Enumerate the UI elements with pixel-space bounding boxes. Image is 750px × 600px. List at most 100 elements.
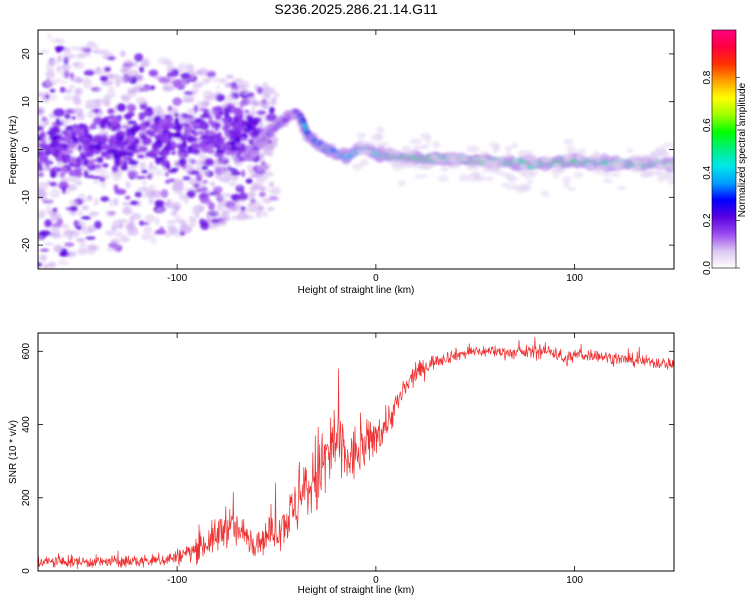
spectrogram-cell (239, 83, 247, 92)
spectrogram-cell (505, 151, 512, 159)
spectrogram-cell (473, 171, 480, 179)
spectrogram-cell (45, 162, 50, 170)
spectrogram-cell (192, 145, 200, 150)
spectrogram-cell (107, 56, 116, 61)
spectrogram-cell (152, 142, 157, 150)
colorbar-label: Normalized spectral amplitude (737, 82, 748, 217)
spectrogram-cell (124, 139, 129, 146)
spectrogram-cell (77, 143, 82, 152)
spectrogram-cell (206, 214, 214, 222)
spectrogram-cell (186, 190, 196, 198)
spectrogram-cell (523, 172, 535, 180)
spectrogram-cell (178, 158, 187, 166)
spectrogram-cell (610, 172, 621, 178)
spectrogram-cell (265, 113, 277, 122)
spectrogram-cell (113, 198, 119, 206)
spectrogram-cell (137, 186, 150, 193)
spectrogram-cell (143, 226, 153, 233)
spectrogram-cell (239, 100, 244, 108)
spectrogram-cell (202, 180, 209, 184)
spectrogram-cell (262, 82, 269, 91)
spectrogram-cell (240, 188, 245, 195)
spectrogram-cell (251, 129, 261, 133)
spectrogram-x-tick-label: 100 (566, 273, 583, 284)
spectrogram-cell (199, 114, 210, 119)
spectrogram-cell (166, 65, 176, 72)
spectrogram-cell (256, 165, 264, 172)
spectrogram-cell (38, 135, 42, 140)
spectrogram-cell (502, 172, 511, 178)
spectrogram-cell (129, 200, 139, 206)
spectrogram-cell (49, 127, 59, 132)
spectrogram-cell (409, 138, 422, 145)
spectrogram-cell (134, 191, 142, 198)
spectrogram-cell (269, 194, 277, 201)
spectrogram-cell (86, 194, 93, 202)
snr-frame (37, 332, 675, 572)
spectrogram-cell (231, 85, 239, 90)
spectrogram-cell (201, 144, 209, 153)
spectrogram-cell (64, 242, 75, 247)
spectrogram-cell (431, 141, 441, 149)
spectrogram-cell (64, 89, 73, 94)
spectrogram-cell (134, 53, 144, 62)
snr-y-axis-label: SNR (10 * v/v) (8, 420, 19, 484)
spectrogram-cell (106, 91, 117, 98)
spectrogram-cell (592, 167, 604, 175)
spectrogram-cell (180, 72, 191, 80)
spectrogram-cell (225, 105, 233, 109)
spectrogram-cell (218, 161, 225, 166)
spectrogram-cell (217, 196, 227, 205)
spectrogram-cell (526, 180, 533, 185)
spectrogram-cell (77, 210, 83, 216)
spectrogram-cell (270, 97, 277, 106)
spectrogram-cell (459, 152, 467, 161)
snr-y-tick-label: 0 (21, 568, 32, 574)
spectrogram-cell (68, 162, 75, 166)
spectrogram-cell (187, 63, 195, 73)
spectrogram-cell (208, 202, 215, 211)
spectrogram-cell (84, 104, 97, 109)
spectrogram-cell (77, 247, 88, 255)
spectrogram-cell (67, 184, 77, 192)
spectrogram-cell (206, 76, 212, 82)
spectrogram-cell (123, 156, 128, 163)
spectrogram-cell (74, 88, 82, 94)
spectrogram-cell (388, 148, 402, 156)
spectrogram-cell (139, 161, 146, 171)
spectrogram-cell (170, 151, 177, 155)
spectrogram-cell (135, 175, 147, 180)
spectrogram-cell (210, 218, 220, 224)
spectrogram-cell (225, 94, 235, 101)
spectrogram-cell (64, 119, 73, 123)
spectrogram-cell (40, 137, 46, 144)
spectrogram-cell (116, 103, 126, 112)
spectrogram-cell (80, 77, 92, 84)
spectrogram-cell (196, 131, 206, 135)
spectrogram-cell (491, 162, 504, 171)
spectrogram-cell (406, 160, 416, 167)
spectrogram-cell (149, 161, 154, 169)
spectrogram-cell (566, 146, 577, 154)
spectrogram-cell (359, 149, 373, 156)
snr-panel: -100 0 100 0 200 400 600 Height of straight li… (8, 332, 675, 596)
spectrogram-cell (150, 85, 156, 91)
spectrogram-cell (525, 150, 533, 155)
spectrogram-cell (220, 155, 231, 161)
spectrogram-cell (38, 107, 45, 116)
spectrogram-cell (167, 135, 172, 141)
spectrogram-cell (155, 139, 162, 144)
spectrogram-cell (92, 175, 102, 180)
spectrogram-cell (227, 205, 239, 213)
spectrogram-cell (108, 198, 114, 208)
spectrogram-cell (419, 163, 430, 170)
spectrogram-cell (224, 151, 234, 156)
spectrogram-cell (221, 117, 230, 123)
spectrogram-cell (64, 229, 76, 236)
spectrogram-cell (188, 215, 194, 223)
spectrogram-cell (199, 170, 210, 177)
spectrogram-cell (657, 175, 667, 183)
spectrogram-cell (45, 70, 55, 79)
spectrogram-cell (50, 171, 57, 178)
spectrogram-cell (54, 245, 63, 251)
